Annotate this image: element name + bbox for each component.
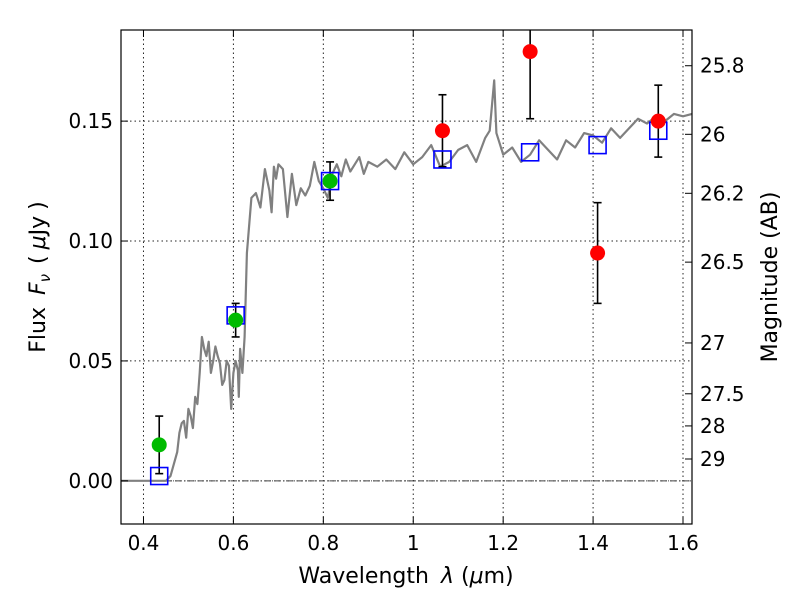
- observed-flux-point: [522, 44, 538, 60]
- observed-flux-point: [434, 123, 450, 139]
- y2-tick-label: 29: [700, 447, 725, 471]
- x-tick-label: 1.2: [487, 531, 519, 555]
- model-spectrum-line: [121, 79, 693, 482]
- x-tick-label: 0.6: [217, 531, 249, 555]
- x-tick-label: 0.8: [307, 531, 339, 555]
- model-photometry-square: [520, 143, 540, 162]
- y2-tick-label: 27: [700, 331, 725, 355]
- y-tick-label: 0.05: [68, 349, 113, 373]
- observed-flux-point: [590, 245, 606, 261]
- x-tick-label: 0.4: [128, 531, 160, 555]
- y-tick-label: 0.10: [68, 229, 113, 253]
- observed-flux-point: [322, 173, 338, 189]
- y2-tick-label: 28: [700, 414, 725, 438]
- x-tick-label: 1.6: [667, 531, 699, 555]
- observed-flux-point: [228, 312, 244, 328]
- y2-tick-label: 26: [700, 122, 725, 146]
- x-tick-label: 1.4: [577, 531, 609, 555]
- y2-tick-label: 25.8: [700, 54, 745, 78]
- observed-flux-point: [151, 437, 167, 453]
- right-axis-label: Magnitude (AB): [758, 192, 783, 363]
- grid-layer: [121, 30, 692, 524]
- y2-tick-label: 27.5: [700, 382, 745, 406]
- tick-label-layer: 0.4 0.6 0.8 1 1.2 1.4 1.6 0.00 0.05 0.10 0.15 25.8 2…: [68, 54, 744, 555]
- y2-tick-label: 26.5: [700, 250, 745, 274]
- model-photometry-square: [588, 135, 607, 155]
- x-tick-label: 1: [407, 531, 420, 555]
- tick-layer: [121, 30, 692, 524]
- observed-flux-point: [650, 113, 666, 129]
- y-tick-label: 0.00: [68, 469, 113, 493]
- plot-frame: [120, 29, 693, 525]
- model-photometry-square: [149, 466, 169, 486]
- y-axis-label: FluxFν(μJy): [26, 201, 54, 352]
- model-photometry-square: [433, 150, 452, 169]
- x-axis-label: Wavelength λ (μm): [298, 564, 513, 589]
- marker-layer: [149, 44, 668, 486]
- y-tick-label: 0.15: [68, 109, 113, 133]
- y2-tick-label: 26.2: [700, 181, 745, 205]
- spectrum-layer: [121, 79, 693, 482]
- model-photometry-square: [320, 171, 340, 191]
